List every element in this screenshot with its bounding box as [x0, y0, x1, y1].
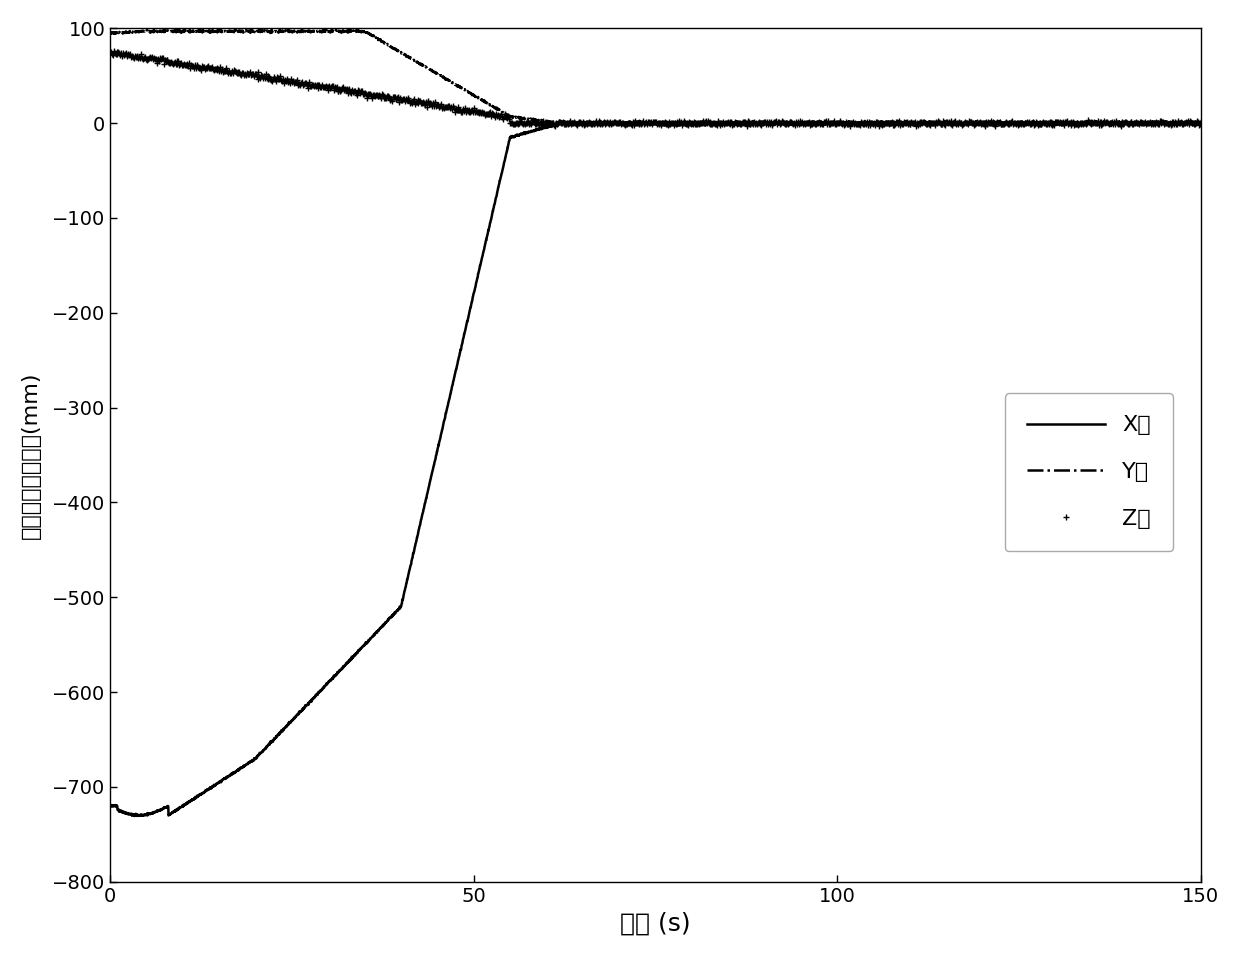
Z轴	[471, 106, 486, 118]
X轴	[126, 811, 141, 822]
X轴	[1161, 117, 1176, 128]
Y轴	[103, 28, 118, 39]
Z轴	[248, 68, 263, 79]
Z轴	[288, 76, 303, 87]
Y轴	[621, 118, 636, 129]
X轴	[621, 117, 636, 128]
Z轴	[842, 120, 857, 132]
Y轴	[570, 117, 585, 128]
Y轴	[1193, 117, 1208, 128]
X轴	[570, 118, 585, 129]
Z轴	[103, 46, 118, 57]
Z轴	[107, 46, 122, 57]
X轴	[1106, 117, 1121, 128]
Y轴	[340, 24, 355, 35]
Z轴	[677, 116, 692, 127]
X轴	[1084, 115, 1099, 126]
Y轴	[562, 117, 577, 128]
Y轴	[1106, 118, 1121, 129]
Y轴	[954, 120, 968, 131]
X-axis label: 时间 (s): 时间 (s)	[620, 911, 691, 935]
X轴	[1193, 116, 1208, 127]
Line: Z轴: Z轴	[107, 48, 1204, 129]
Y-axis label: 三轴位置误差曲线(mm): 三轴位置误差曲线(mm)	[21, 371, 41, 539]
Line: X轴: X轴	[110, 120, 1200, 816]
Z轴	[699, 117, 714, 128]
Z轴	[577, 120, 591, 131]
X轴	[895, 117, 910, 128]
X轴	[103, 800, 118, 812]
Legend: X轴, Y轴, Z轴: X轴, Y轴, Z轴	[1004, 393, 1173, 551]
X轴	[562, 117, 577, 128]
Y轴	[1161, 118, 1176, 129]
Y轴	[895, 117, 910, 128]
Z轴	[1193, 117, 1208, 128]
Line: Y轴: Y轴	[110, 30, 1200, 125]
